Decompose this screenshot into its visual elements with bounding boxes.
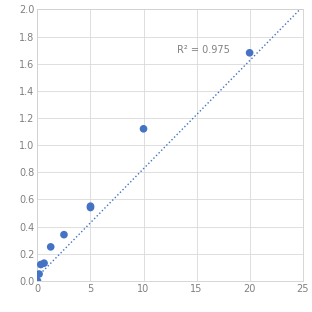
Point xyxy=(88,204,93,209)
Point xyxy=(247,50,252,55)
Point xyxy=(141,126,146,131)
Point xyxy=(35,278,40,283)
Text: R² = 0.975: R² = 0.975 xyxy=(178,45,230,55)
Point xyxy=(88,205,93,210)
Point xyxy=(37,271,41,276)
Point xyxy=(48,244,53,249)
Point xyxy=(41,261,46,266)
Point xyxy=(61,232,66,237)
Point xyxy=(38,262,43,267)
